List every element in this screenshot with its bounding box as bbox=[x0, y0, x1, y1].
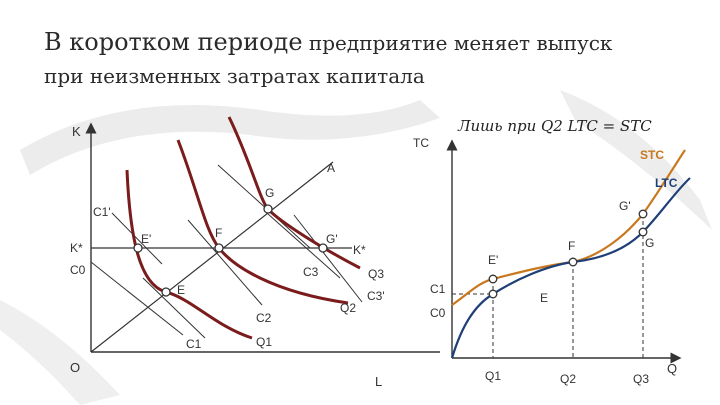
right-axis-label-tc: TC bbox=[413, 136, 429, 150]
stc-label: STC bbox=[640, 148, 664, 162]
slide-title-line1: В коротком периоде предприятие меняет вы… bbox=[44, 28, 612, 56]
label-k-star-right: K* bbox=[353, 243, 366, 257]
right-point-g bbox=[638, 227, 648, 237]
point-g bbox=[263, 204, 273, 214]
label-g-prime: G' bbox=[326, 232, 338, 246]
point-g-prime bbox=[318, 243, 328, 253]
label-c1-prime: C1' bbox=[93, 205, 111, 219]
slide-title-part2: предприятие меняет выпуск bbox=[302, 31, 613, 55]
right-point-g-prime bbox=[638, 209, 648, 219]
right-label-g: G bbox=[645, 236, 654, 250]
right-label-f: F bbox=[568, 239, 575, 253]
label-e: E bbox=[177, 283, 185, 297]
label-k-star-left: K* bbox=[70, 241, 83, 255]
point-f bbox=[214, 243, 224, 253]
left-axis-label-l: L bbox=[375, 374, 382, 389]
ltc-label: LTC bbox=[655, 176, 678, 190]
left-axis-label-k: K bbox=[72, 124, 81, 139]
isoquant-q1 bbox=[125, 169, 253, 340]
stc-curve bbox=[451, 149, 686, 306]
right-point-e-prime bbox=[488, 274, 498, 284]
isocost-c1-prime bbox=[111, 212, 163, 265]
label-c3: C3 bbox=[303, 265, 319, 279]
point-e bbox=[161, 287, 171, 297]
label-c2: C2 bbox=[256, 311, 272, 325]
isocost-c1 bbox=[142, 277, 206, 339]
slide-title-part1: В коротком периоде bbox=[44, 28, 303, 56]
right-label-e: E bbox=[540, 291, 548, 305]
total-cost-chart: Лишь при Q2 LTC = STC TC Q STC LTC G' G … bbox=[413, 117, 691, 386]
isocost-g-tangent bbox=[217, 164, 311, 249]
expansion-path bbox=[90, 161, 334, 353]
right-heading: Лишь при Q2 LTC = STC bbox=[457, 117, 652, 135]
right-axis-label-q: Q bbox=[667, 361, 677, 376]
right-point-e bbox=[488, 289, 498, 299]
label-q3: Q3 bbox=[368, 267, 384, 281]
label-q2: Q2 bbox=[340, 301, 356, 315]
slide-title-line2: при неизменных затратах капитала bbox=[44, 64, 425, 88]
label-c1: C1 bbox=[186, 337, 202, 351]
label-c3-prime: C3' bbox=[367, 289, 385, 303]
right-label-q1: Q1 bbox=[485, 369, 501, 383]
ltc-curve bbox=[450, 177, 691, 359]
isocost-c3-prime bbox=[293, 214, 363, 303]
label-a: A bbox=[327, 161, 335, 175]
label-f: F bbox=[215, 226, 222, 240]
isocost-c0 bbox=[90, 261, 184, 336]
isoquant-chart: K L O A G C1' E' F G' K* K* C0 C3 Q3 C3'… bbox=[70, 116, 440, 389]
right-label-c1: C1 bbox=[430, 282, 446, 296]
label-c0: C0 bbox=[70, 263, 86, 277]
label-e-prime: E' bbox=[141, 232, 151, 246]
label-g: G bbox=[265, 186, 274, 200]
label-q1: Q1 bbox=[256, 335, 272, 349]
isocost-c3 bbox=[267, 213, 341, 279]
right-label-e-prime: E' bbox=[488, 253, 498, 267]
isoquant-q2 bbox=[176, 139, 349, 305]
right-label-q3: Q3 bbox=[633, 372, 649, 386]
isocost-c2 bbox=[187, 219, 263, 306]
origin-label: O bbox=[70, 360, 80, 375]
right-label-c0: C0 bbox=[430, 306, 446, 320]
right-point-f bbox=[568, 257, 578, 267]
right-label-g-prime: G' bbox=[619, 199, 631, 213]
point-e-prime bbox=[133, 243, 143, 253]
right-label-q2: Q2 bbox=[560, 372, 576, 386]
